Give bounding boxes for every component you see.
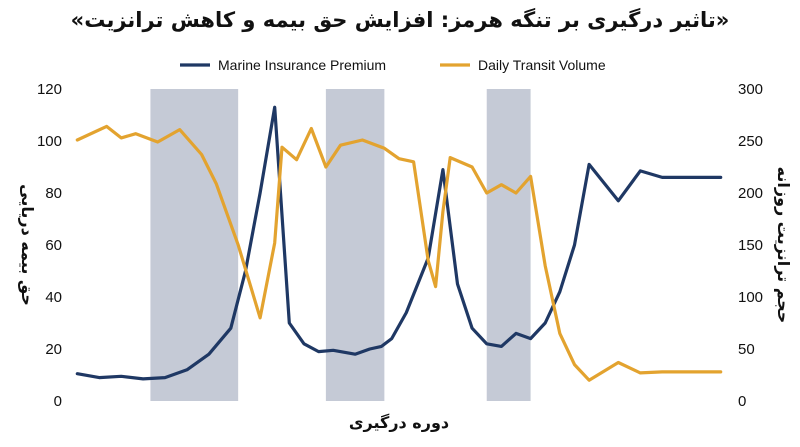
- right-axis-title: حجم ترانزیت روزانه: [774, 167, 793, 324]
- right-tick-label: 100: [738, 289, 763, 306]
- left-tick-label: 120: [37, 81, 62, 98]
- left-tick-label: 0: [54, 393, 62, 410]
- chart-title: «تاثیر درگیری بر تنگه هرمز: افزایش حق بی…: [70, 8, 730, 32]
- shaded-period-3: [486, 89, 531, 401]
- x-axis-title: دوره درگیری: [349, 413, 449, 432]
- legend: Marine Insurance Premium Daily Transit Vo…: [180, 57, 606, 73]
- series-line-2: [75, 124, 723, 382]
- right-tick-label: 150: [738, 237, 763, 254]
- series-lines: [75, 105, 723, 382]
- left-tick-label: 20: [45, 341, 62, 358]
- legend-label-1: Marine Insurance Premium: [218, 57, 386, 73]
- left-axis-title: حق بیمه دریایی: [18, 184, 37, 306]
- conflict-period-shading: [150, 89, 531, 401]
- left-tick-label: 100: [37, 133, 62, 150]
- right-tick-label: 50: [738, 341, 755, 358]
- left-tick-label: 40: [45, 289, 62, 306]
- right-tick-label: 0: [738, 393, 746, 410]
- chart-axes: 0 20 40 60 80 100 120 0 50 100 150 200 250 300: [37, 81, 763, 410]
- right-tick-label: 200: [738, 185, 763, 202]
- shaded-period-1: [150, 89, 239, 401]
- series-line-1: [75, 105, 723, 381]
- right-tick-label: 250: [738, 133, 763, 150]
- right-tick-label: 300: [738, 81, 763, 98]
- left-tick-label: 80: [45, 185, 62, 202]
- left-tick-label: 60: [45, 237, 62, 254]
- legend-label-2: Daily Transit Volume: [478, 57, 606, 73]
